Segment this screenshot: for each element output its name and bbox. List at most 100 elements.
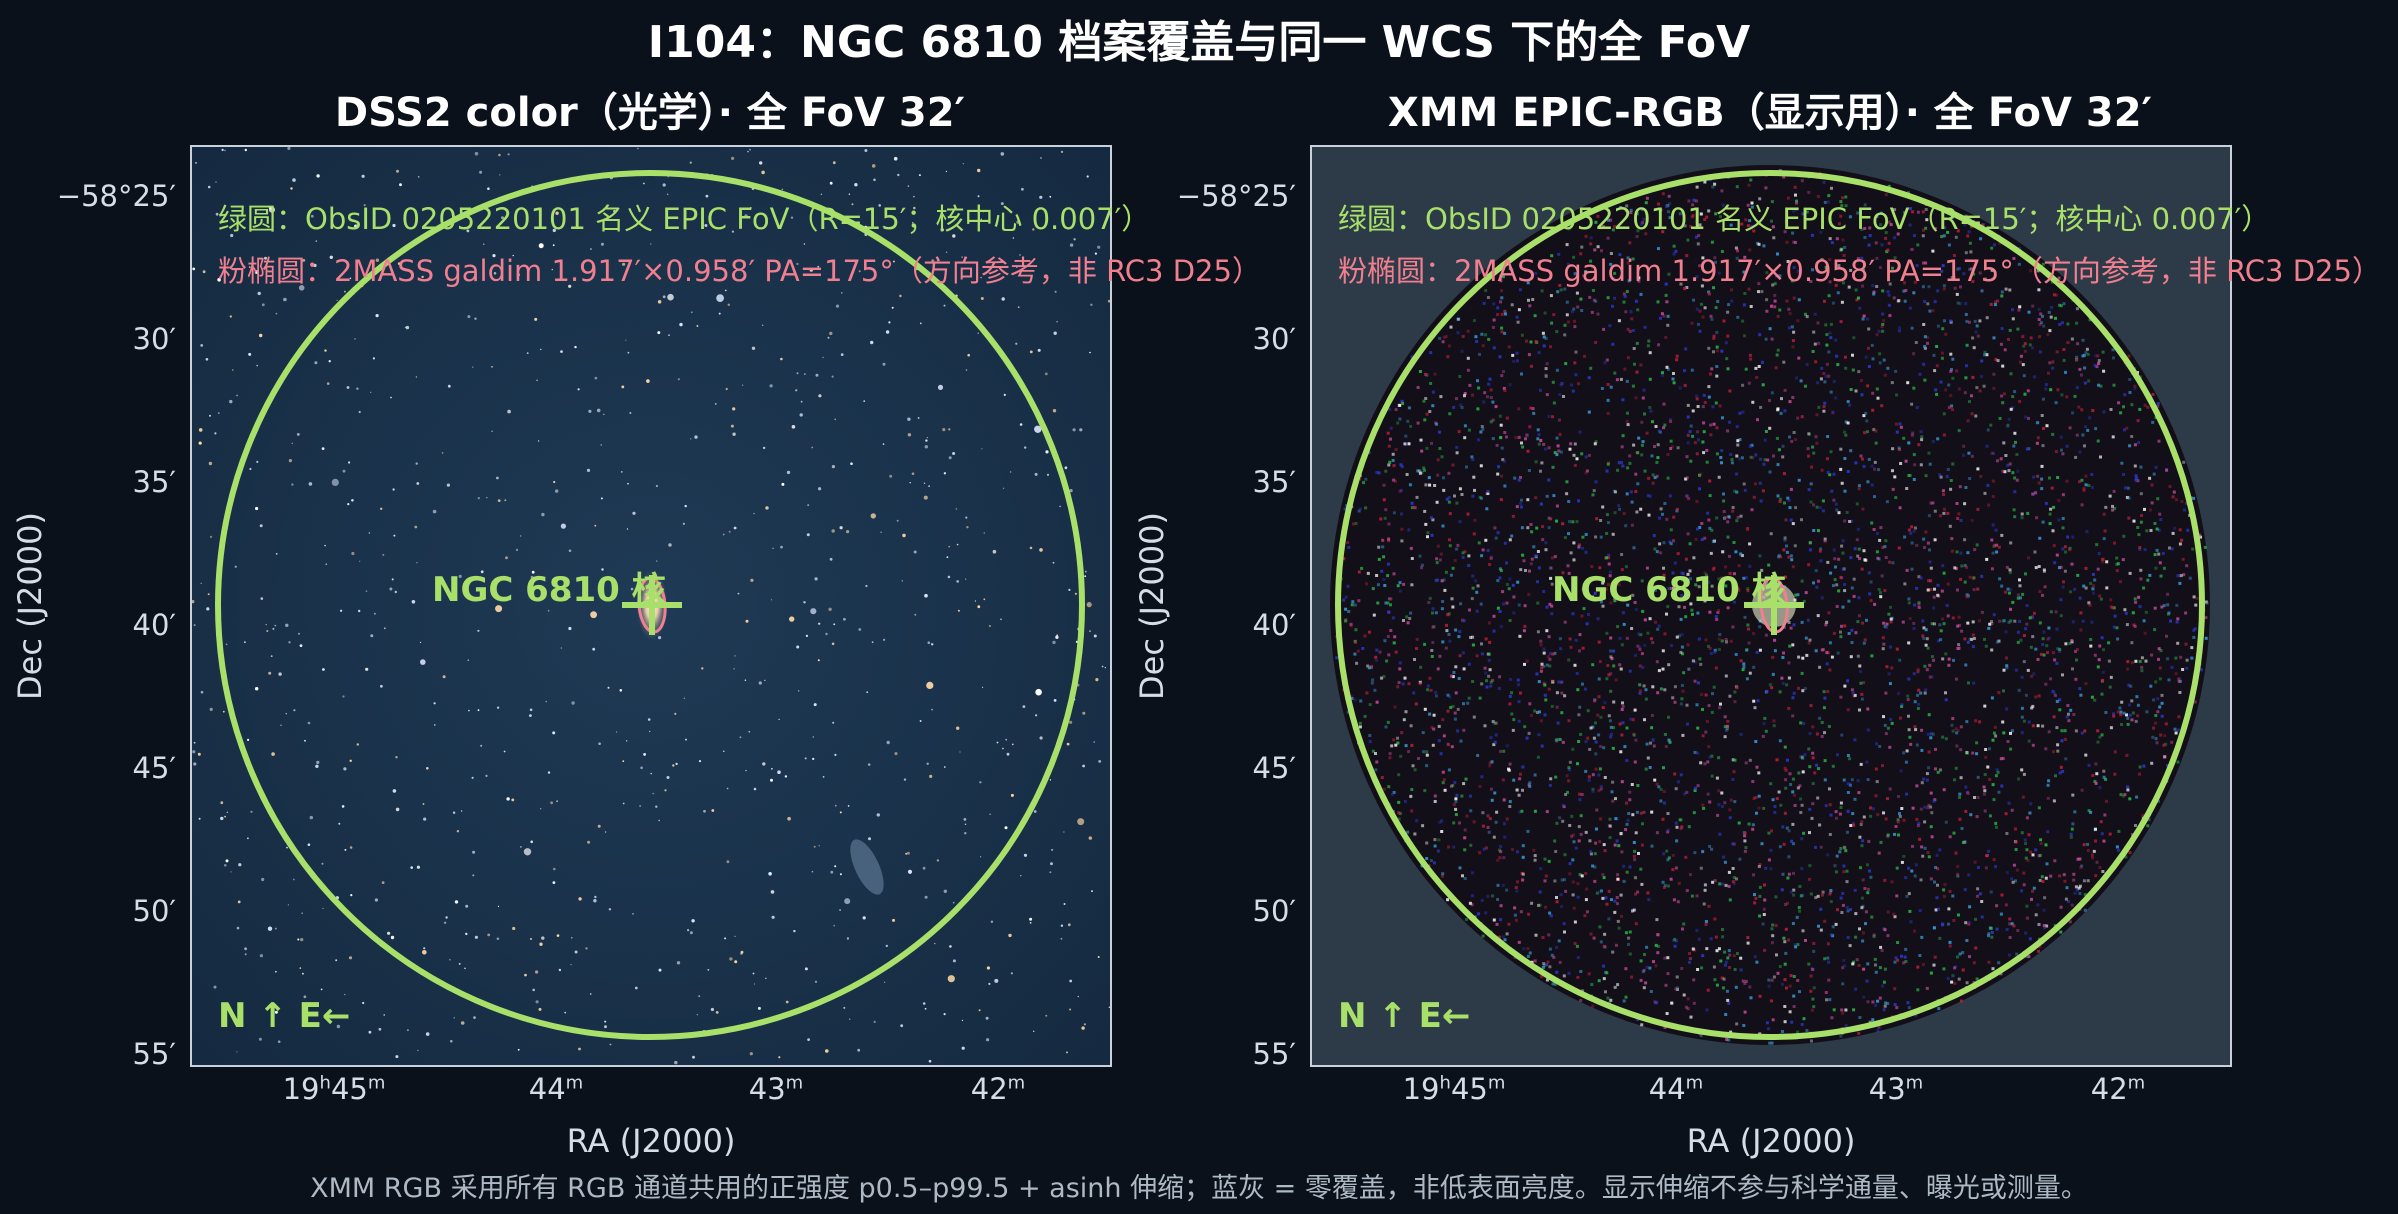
photon-pixel [1468, 383, 1472, 387]
photon-pixel [1555, 821, 1559, 825]
photon-pixel [1757, 771, 1761, 775]
photon-pixel [2088, 603, 2092, 607]
star [287, 147, 291, 150]
photon-pixel [1741, 668, 1745, 672]
photon-pixel [1398, 581, 1402, 585]
photon-pixel [2056, 743, 2060, 747]
photon-pixel [1437, 739, 1441, 743]
photon-pixel [1544, 367, 1548, 371]
star [322, 668, 325, 671]
photon-pixel [1822, 409, 1826, 413]
photon-pixel [1458, 487, 1462, 491]
photon-pixel [1354, 522, 1358, 525]
photon-pixel [1479, 464, 1483, 468]
photon-pixel [2000, 784, 2004, 788]
photon-pixel [2014, 879, 2017, 883]
star [247, 837, 249, 840]
photon-pixel [1527, 353, 1531, 357]
star [460, 810, 463, 812]
photon-pixel [1624, 967, 1628, 971]
photon-pixel [1732, 876, 1736, 879]
photon-pixel [1811, 997, 1815, 1001]
photon-pixel [1472, 319, 1476, 323]
photon-pixel [1628, 865, 1632, 869]
photon-pixel [1480, 496, 1483, 500]
star [540, 808, 542, 810]
star [302, 1012, 305, 1015]
photon-pixel [1805, 1029, 1809, 1032]
photon-pixel [1596, 214, 1600, 218]
photon-pixel [1526, 498, 1530, 502]
photon-pixel [1943, 883, 1947, 887]
star [375, 258, 380, 262]
star [676, 961, 681, 965]
photon-pixel [1942, 234, 1946, 238]
photon-pixel [1398, 403, 1402, 407]
photon-pixel [1612, 726, 1615, 730]
photon-pixel [1812, 941, 1816, 945]
photon-pixel [1710, 367, 1714, 371]
photon-pixel [2157, 552, 2161, 556]
photon-pixel [1661, 649, 1665, 653]
star [571, 701, 575, 705]
photon-pixel [2050, 486, 2054, 490]
photon-pixel [2132, 519, 2136, 523]
photon-pixel [1787, 676, 1791, 680]
photon-pixel [2025, 604, 2029, 608]
photon-pixel [1881, 329, 1885, 333]
photon-pixel [1639, 633, 1643, 637]
star [831, 529, 835, 533]
photon-pixel [1700, 966, 1704, 970]
photon-pixel [1747, 183, 1751, 187]
photon-pixel [1547, 933, 1551, 937]
photon-pixel [1431, 743, 1435, 747]
photon-pixel [1724, 638, 1728, 641]
photon-pixel [1778, 308, 1782, 312]
photon-pixel [1984, 644, 1988, 648]
photon-pixel [1433, 484, 1437, 487]
photon-pixel [1555, 900, 1559, 904]
photon-pixel [2000, 584, 2004, 588]
photon-pixel [1672, 252, 1676, 256]
star [959, 751, 961, 753]
photon-pixel [2037, 481, 2041, 485]
star [423, 817, 427, 821]
photon-pixel [1607, 556, 1610, 560]
photon-pixel [1858, 835, 1862, 839]
photon-pixel [2174, 731, 2178, 735]
photon-pixel [1599, 535, 1603, 539]
galaxy-companion [850, 839, 884, 895]
star [833, 924, 835, 927]
star [988, 624, 992, 628]
star [1097, 956, 1100, 958]
photon-pixel [1869, 580, 1873, 584]
star [913, 195, 915, 198]
photon-pixel [1750, 224, 1754, 228]
photon-pixel [1688, 952, 1691, 955]
photon-pixel [1965, 565, 1968, 569]
photon-pixel [1839, 320, 1843, 324]
photon-pixel [1458, 520, 1462, 524]
photon-pixel [1897, 795, 1900, 798]
photon-pixel [1640, 207, 1644, 211]
photon-pixel [1740, 554, 1744, 557]
photon-pixel [1975, 741, 1979, 745]
star [214, 432, 217, 435]
photon-pixel [1447, 344, 1451, 348]
photon-pixel [1949, 319, 1953, 323]
photon-pixel [1907, 474, 1911, 477]
photon-pixel [1602, 977, 1606, 981]
photon-pixel [1712, 334, 1716, 338]
photon-pixel [1475, 340, 1479, 343]
photon-pixel [1595, 517, 1599, 521]
photon-pixel [2046, 783, 2050, 787]
photon-pixel [1831, 411, 1835, 415]
photon-pixel [1842, 778, 1846, 782]
photon-pixel [2090, 695, 2094, 699]
photon-pixel [1727, 1001, 1731, 1005]
photon-pixel [1941, 657, 1945, 661]
photon-pixel [2163, 755, 2166, 759]
photon-pixel [1449, 674, 1453, 678]
photon-pixel [1471, 871, 1474, 875]
photon-pixel [1573, 272, 1577, 276]
